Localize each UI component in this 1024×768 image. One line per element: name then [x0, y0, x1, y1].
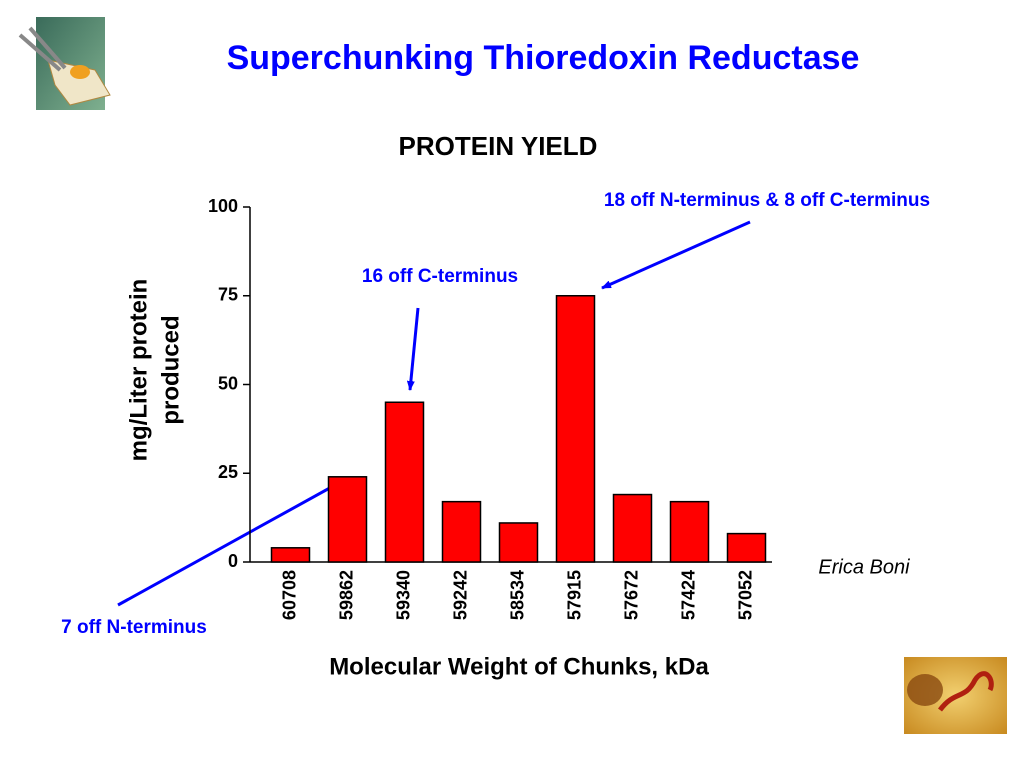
bar	[384, 401, 425, 563]
x-tick-label: 57052	[735, 570, 755, 620]
annotation: 16 off C-terminus	[362, 266, 518, 287]
annotation: 18 off N-terminus & 8 off C-terminus	[604, 190, 930, 211]
y-axis-title-line: mg/Liter protein	[125, 279, 152, 462]
x-tick-label: 59862	[336, 570, 356, 620]
bar	[270, 547, 311, 563]
x-tick-label: 57672	[621, 570, 641, 620]
annotation-arrow	[601, 220, 751, 290]
y-tick-label: 0	[228, 551, 238, 571]
bar	[726, 532, 767, 563]
y-axis-title: mg/Liter protein produced	[125, 279, 184, 462]
x-tick-label: 58534	[507, 570, 527, 620]
x-tick-label: 57915	[564, 570, 584, 620]
chart-title: PROTEIN YIELD	[399, 131, 598, 161]
x-tick-label: 57424	[678, 570, 698, 620]
annotation: 7 off N-terminus	[61, 617, 207, 638]
annotation-arrow	[406, 307, 420, 391]
x-axis-title: Molecular Weight of Chunks, kDa	[329, 653, 709, 680]
x-tick-label: 59242	[450, 570, 470, 620]
bar	[441, 500, 482, 563]
y-tick-label: 50	[218, 373, 238, 393]
x-tick-label: 59340	[393, 570, 413, 620]
bar	[327, 476, 368, 563]
annotation-arrow	[117, 477, 347, 607]
bar	[669, 500, 710, 563]
corner-image	[904, 657, 1007, 734]
slide-title: Superchunking Thioredoxin Reductase	[227, 39, 860, 77]
y-tick-label: 25	[218, 462, 238, 482]
y-tick-label: 75	[218, 285, 238, 305]
bar	[612, 493, 653, 563]
bar	[498, 522, 539, 563]
x-tick-label: 60708	[279, 570, 299, 620]
logo-icon	[18, 17, 111, 110]
author: Erica Boni	[818, 556, 910, 578]
y-tick-label: 100	[208, 196, 238, 216]
bar	[555, 295, 596, 563]
y-axis-title-line: produced	[157, 315, 184, 424]
